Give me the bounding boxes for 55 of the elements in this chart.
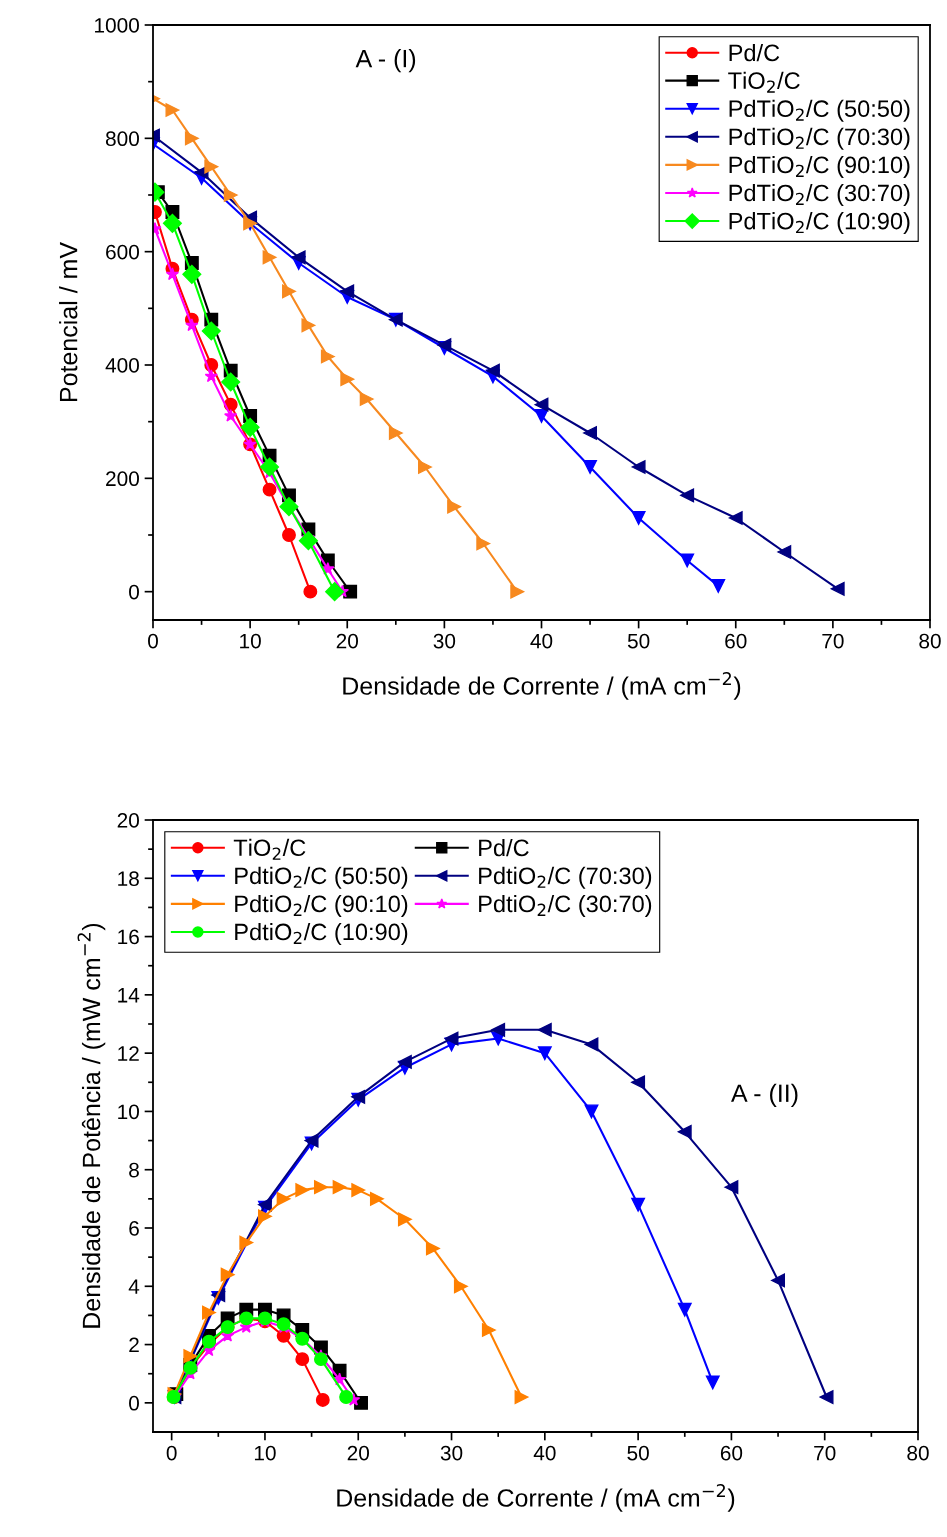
legend-label: PdtiO$_{2}$/C (10:90) (235, 923, 408, 945)
x-tick-label: 60 (720, 1445, 743, 1461)
y-tick-label: 0 (129, 1395, 139, 1411)
annotation: A - (II) (731, 1083, 798, 1108)
x-tick-label: 10 (254, 1445, 276, 1461)
y-tick-label: 14 (118, 988, 140, 1003)
y-tick-label: 600 (106, 244, 139, 260)
legend-label: Pd/C (479, 838, 529, 857)
x-tick-label: 40 (530, 633, 553, 649)
x-tick-label: 50 (627, 1445, 649, 1461)
y-tick-label: 8 (129, 1162, 139, 1178)
legend-label: PdTiO$_{2}$/C (90:10) (729, 155, 910, 178)
x-tick-label: 30 (440, 1445, 463, 1461)
x-tick-label: 60 (725, 633, 747, 649)
y-tick-label: 4 (128, 1279, 140, 1294)
y-tick-label: 800 (105, 131, 139, 147)
x-tick-label: 80 (919, 633, 941, 649)
x-axis-title: Densidade de Corrente / (mA cm$^{−2}$) (343, 672, 741, 700)
legend-label: PdTiO$_{2}$/C (50:50) (729, 99, 910, 122)
x-tick-label: 20 (336, 633, 359, 649)
y-tick-label: 20 (117, 813, 139, 828)
y-tick-label: 16 (118, 929, 139, 945)
y-tick-label: 18 (118, 871, 139, 887)
y-tick-label: 1000 (95, 18, 139, 33)
x-tick-label: 30 (433, 633, 456, 649)
y-tick-label: 10 (118, 1104, 139, 1120)
legend-label: PdtiO$_{2}$/C (50:50) (235, 866, 408, 889)
annotation: A - (I) (355, 49, 416, 73)
legend-label: PdtiO$_{2}$/C (30:70) (479, 894, 652, 917)
y-tick-label: 0 (129, 584, 139, 600)
x-tick-label: 70 (822, 633, 844, 649)
y-axis-title: Densidade de Potência / (mW cm$^{−2}$) (77, 923, 106, 1328)
legend-label: TiO$_{2}$/C (233, 838, 306, 860)
x-tick-label: 0 (166, 1445, 177, 1461)
legend-label: PdTiO$_{2}$/C (70:30) (729, 127, 910, 150)
y-axis-title: Potencial / mV (59, 242, 78, 402)
x-axis-title: Densidade de Corrente / (mA cm$^{−2}$) (337, 1484, 735, 1512)
x-tick-label: 20 (347, 1445, 370, 1461)
legend-label: PdTiO$_{2}$/C (10:90) (729, 212, 910, 235)
legend-label: PdtiO$_{2}$/C (70:30) (479, 866, 652, 889)
legend-label: Pd/C (729, 43, 780, 62)
x-tick-label: 50 (627, 633, 650, 649)
x-tick-label: 0 (148, 633, 158, 649)
x-tick-label: 10 (240, 633, 261, 649)
y-tick-label: 400 (105, 358, 139, 373)
x-tick-label: 80 (907, 1445, 929, 1461)
y-tick-label: 12 (118, 1046, 139, 1061)
y-tick-label: 200 (106, 471, 139, 487)
legend-label: PdtiO$_{2}$/C (90:10) (235, 894, 408, 917)
y-tick-label: 6 (129, 1221, 139, 1236)
legend-label: TiO$_{2}$/C (728, 71, 800, 93)
legend-label: PdTiO$_{2}$/C (30:70) (729, 184, 910, 207)
y-tick-label: 2 (129, 1337, 139, 1353)
x-tick-label: 70 (814, 1445, 836, 1461)
x-tick-label: 40 (533, 1445, 556, 1461)
